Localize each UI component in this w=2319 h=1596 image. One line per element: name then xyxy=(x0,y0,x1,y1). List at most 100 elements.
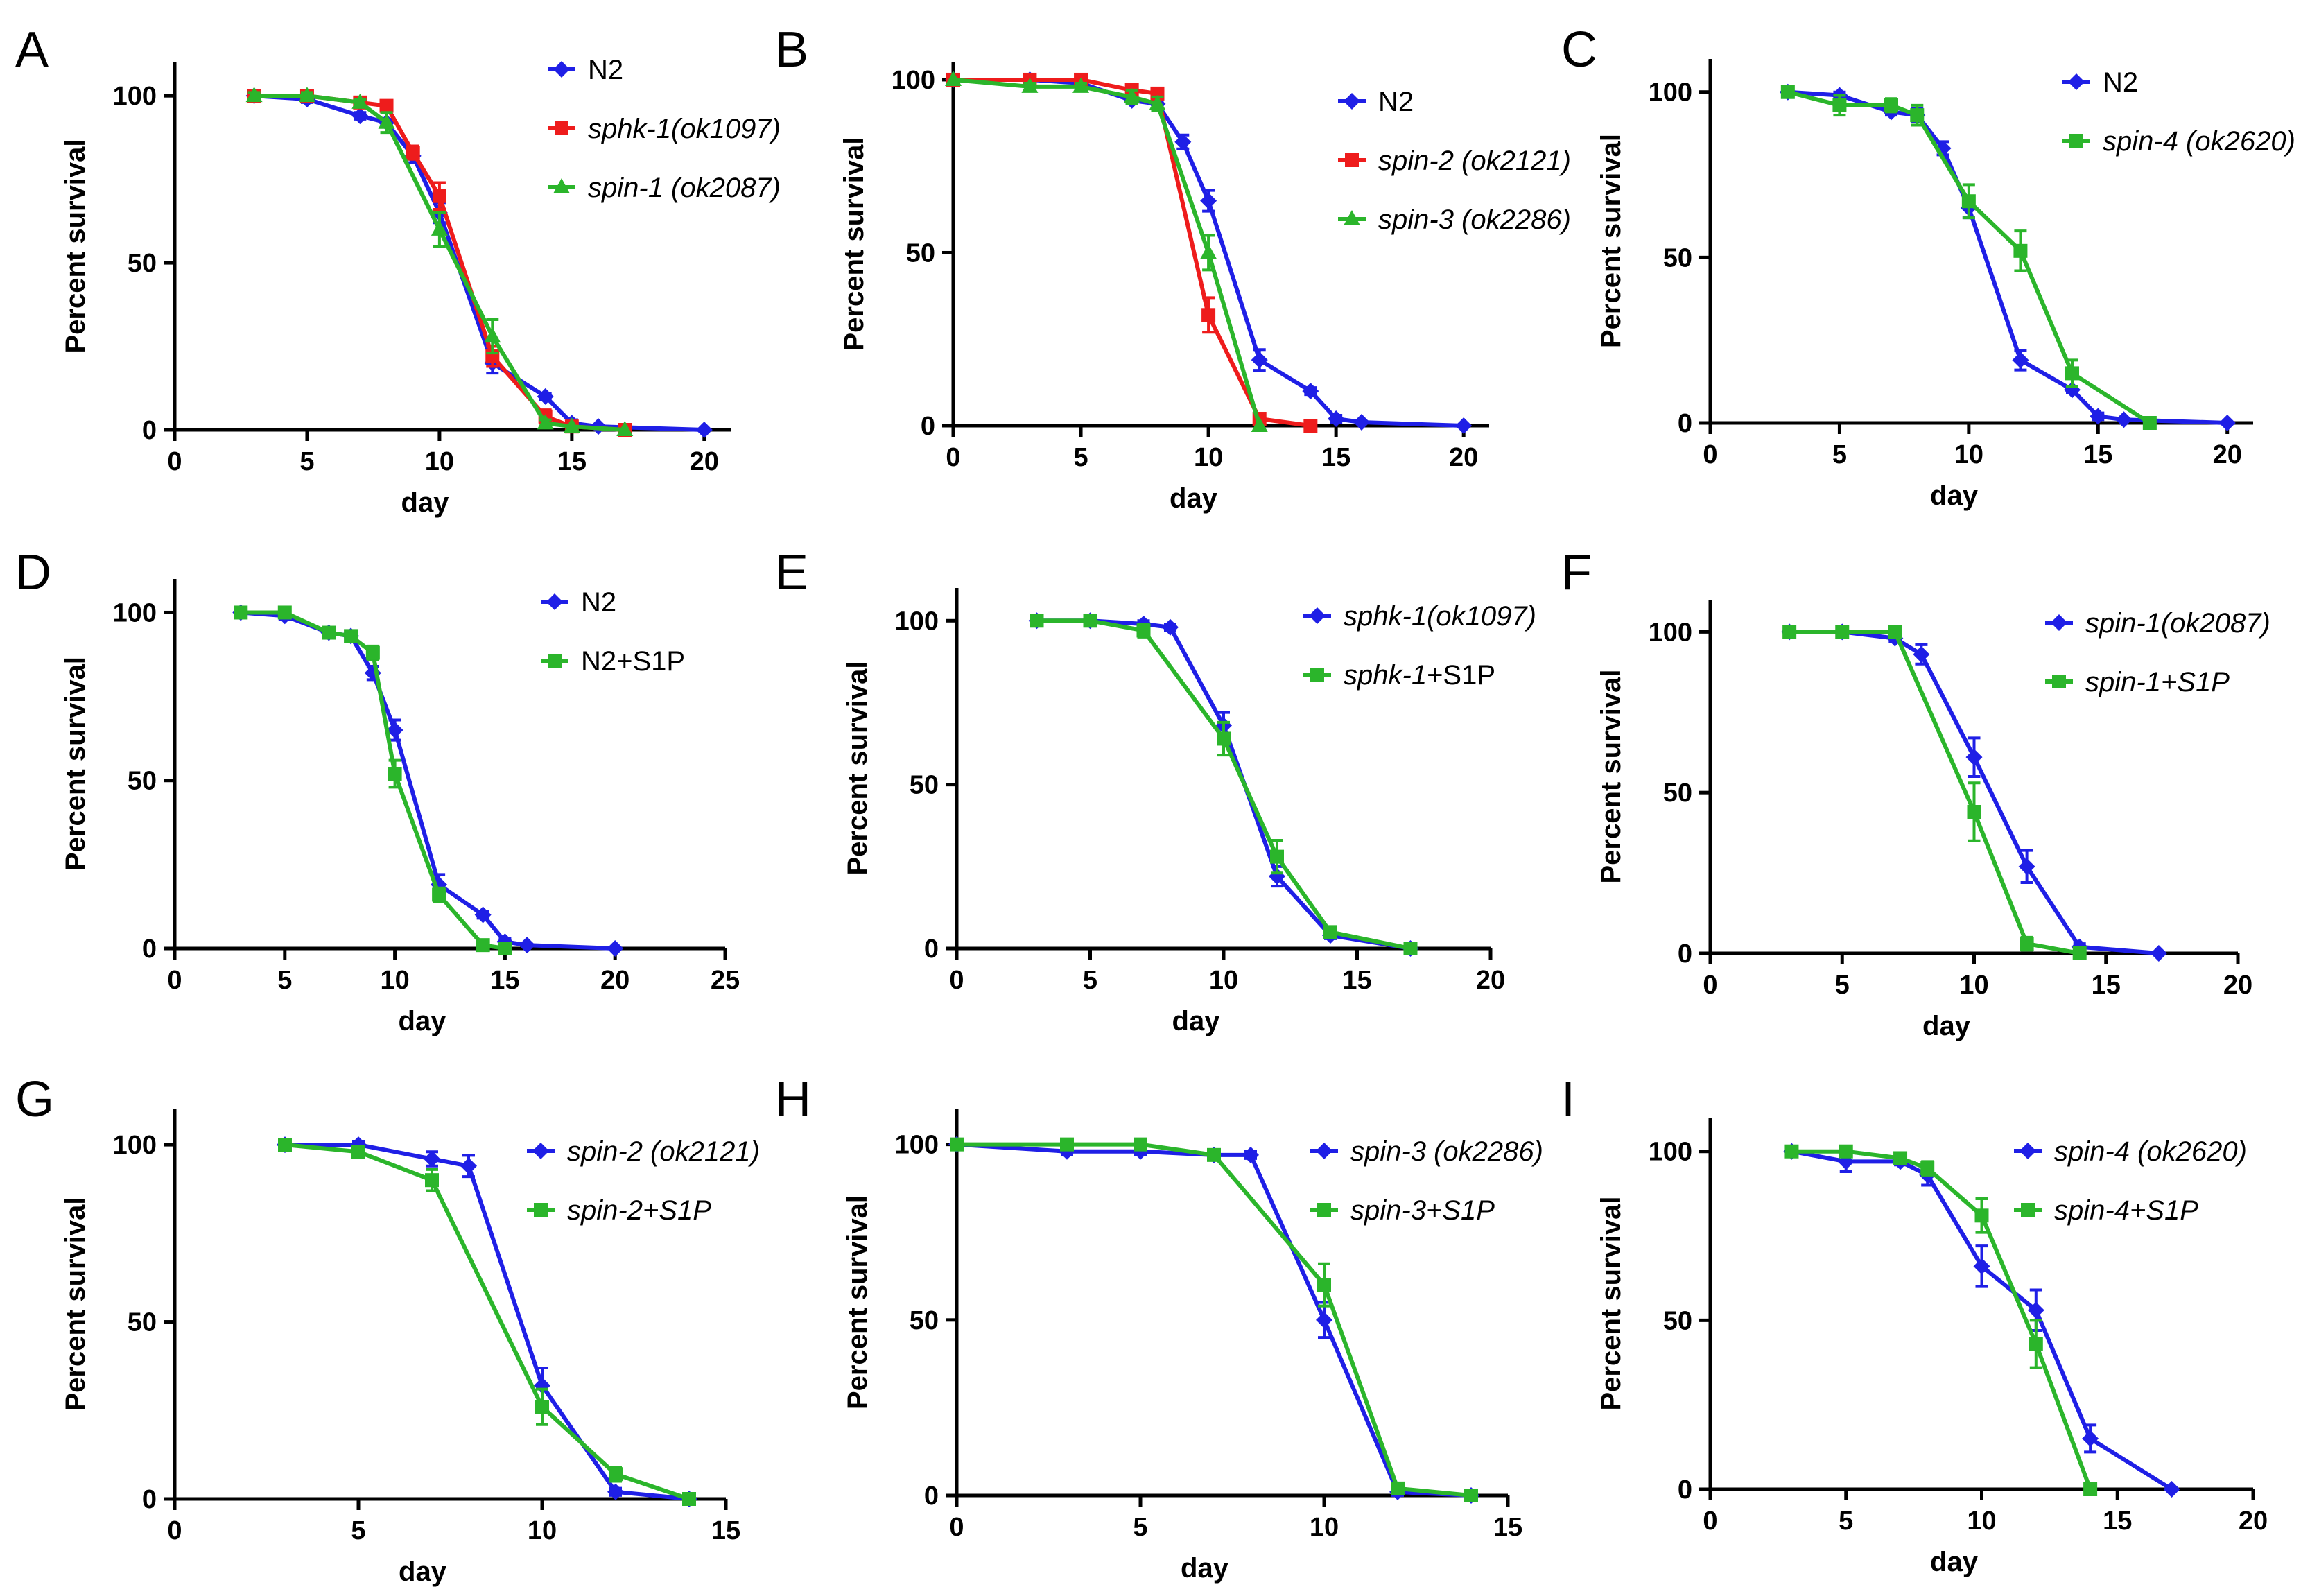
y-tick-label: 100 xyxy=(113,598,157,627)
x-tick-label: 10 xyxy=(425,447,454,476)
x-tick-label: 20 xyxy=(690,447,719,476)
x-tick-label: 0 xyxy=(167,447,182,476)
x-axis-title: day xyxy=(399,1006,447,1036)
legend-label: spin-3 (ok2286) xyxy=(1378,205,1571,235)
data-point xyxy=(379,98,394,113)
data-point xyxy=(1162,618,1179,636)
series-line xyxy=(1787,89,2151,425)
series-blue xyxy=(948,1136,1479,1504)
legend-entry: spin-4 (ok2620) xyxy=(2014,1136,2247,1167)
series-blue xyxy=(277,1136,697,1507)
x-axis-title: day xyxy=(1930,1547,1979,1577)
data-point xyxy=(2218,415,2236,431)
data-point xyxy=(1134,1137,1147,1152)
series-blue xyxy=(232,604,624,957)
x-tick-label: 10 xyxy=(1954,440,1983,469)
data-point xyxy=(234,605,248,620)
x-tick-label: 20 xyxy=(2223,971,2252,1000)
series-green xyxy=(1782,625,2087,960)
x-tick-label: 5 xyxy=(351,1516,365,1545)
legend-entry: N2 xyxy=(2062,67,2138,98)
legend-label: N2 xyxy=(581,587,616,618)
legend-marker xyxy=(532,1143,549,1159)
y-tick-label: 100 xyxy=(1649,1138,1692,1167)
y-axis-title: Percent survival xyxy=(1596,669,1626,883)
x-tick-label: 10 xyxy=(380,966,409,995)
data-point xyxy=(2083,1482,2098,1496)
legend-entry: spin-1 (ok2087) xyxy=(548,173,781,203)
panel-letter: D xyxy=(15,545,51,600)
panel-F: F 0 5 10 15 20 0 50 100 day Percent survival spin-1… xyxy=(1561,545,2270,1041)
x-tick-label: 10 xyxy=(1967,1507,1996,1536)
data-point xyxy=(1973,1258,1990,1275)
panel-letter: B xyxy=(775,22,808,78)
series-line xyxy=(1791,1149,2173,1491)
y-axis-title: Percent survival xyxy=(1596,134,1626,348)
series-line xyxy=(254,94,625,432)
data-point xyxy=(1270,849,1284,864)
y-tick-label: 100 xyxy=(113,82,157,111)
data-point xyxy=(351,107,369,125)
panel-letter: G xyxy=(15,1072,54,1127)
y-tick-label: 50 xyxy=(128,767,157,796)
data-point xyxy=(351,93,369,109)
data-point xyxy=(1455,417,1473,434)
legend-marker xyxy=(2052,675,2066,688)
x-tick-label: 20 xyxy=(1476,966,1505,995)
data-point xyxy=(1832,98,1847,112)
x-tick-label: 10 xyxy=(1209,966,1238,995)
legend-label: spin-4 (ok2620) xyxy=(2054,1136,2247,1167)
x-tick-label: 20 xyxy=(1449,443,1478,472)
legend-label: sphk-1(ok1097) xyxy=(1344,601,1536,632)
series-line xyxy=(953,77,1262,426)
data-point xyxy=(2150,945,2167,962)
panel-letter: E xyxy=(775,545,808,600)
data-point xyxy=(344,629,358,643)
panel-E: E 0 5 10 15 20 0 50 100 day Percent survival sphk-1… xyxy=(775,545,1536,1036)
y-tick-label: 0 xyxy=(1678,939,1692,969)
legend-entry: sphk-1(ok1097) xyxy=(1303,601,1536,632)
data-point xyxy=(498,942,512,955)
legend-label: spin-4+S1P xyxy=(2054,1195,2198,1226)
legend-entry: spin-3+S1P xyxy=(1310,1195,1495,1226)
x-tick-label: 5 xyxy=(277,966,292,995)
data-point xyxy=(563,417,580,433)
y-tick-label: 50 xyxy=(910,1306,939,1335)
data-point xyxy=(1251,352,1268,369)
y-tick-label: 0 xyxy=(924,1482,939,1511)
y-tick-label: 50 xyxy=(128,1308,157,1337)
data-point xyxy=(1083,614,1097,628)
data-point xyxy=(2013,243,2028,258)
series-green xyxy=(1784,1144,2098,1496)
panel-letter: C xyxy=(1561,22,1597,78)
x-tick-label: 15 xyxy=(490,966,519,995)
legend-label: spin-2 (ok2121) xyxy=(567,1136,760,1167)
data-point xyxy=(1136,623,1151,638)
y-tick-label: 50 xyxy=(1663,1306,1692,1335)
data-point xyxy=(1328,410,1345,428)
panel-H: H 0 5 10 15 0 50 100 day Percent survival spin-3 (… xyxy=(775,1072,1543,1584)
data-point xyxy=(1888,625,1902,639)
data-point xyxy=(2012,352,2029,369)
y-tick-label: 0 xyxy=(1678,1475,1692,1504)
legend-marker xyxy=(553,61,570,78)
x-tick-label: 10 xyxy=(528,1516,557,1545)
data-point xyxy=(519,937,536,954)
panel-letter: A xyxy=(15,22,49,78)
x-tick-label: 0 xyxy=(1703,1507,1717,1536)
data-point xyxy=(476,938,490,953)
series-line xyxy=(254,94,625,432)
x-tick-label: 0 xyxy=(949,966,964,995)
x-tick-label: 5 xyxy=(1073,443,1088,472)
data-point xyxy=(2163,1481,2180,1498)
legend-marker xyxy=(1316,1143,1332,1159)
data-point xyxy=(432,189,446,203)
data-point xyxy=(460,1157,477,1174)
legend-entry: N2 xyxy=(548,55,623,85)
y-tick-label: 0 xyxy=(142,1485,157,1514)
x-tick-label: 15 xyxy=(711,1516,740,1545)
data-point xyxy=(1835,625,1850,639)
y-tick-label: 100 xyxy=(113,1131,157,1160)
y-axis-title: Percent survival xyxy=(1596,1196,1626,1410)
data-point xyxy=(1242,1146,1259,1163)
